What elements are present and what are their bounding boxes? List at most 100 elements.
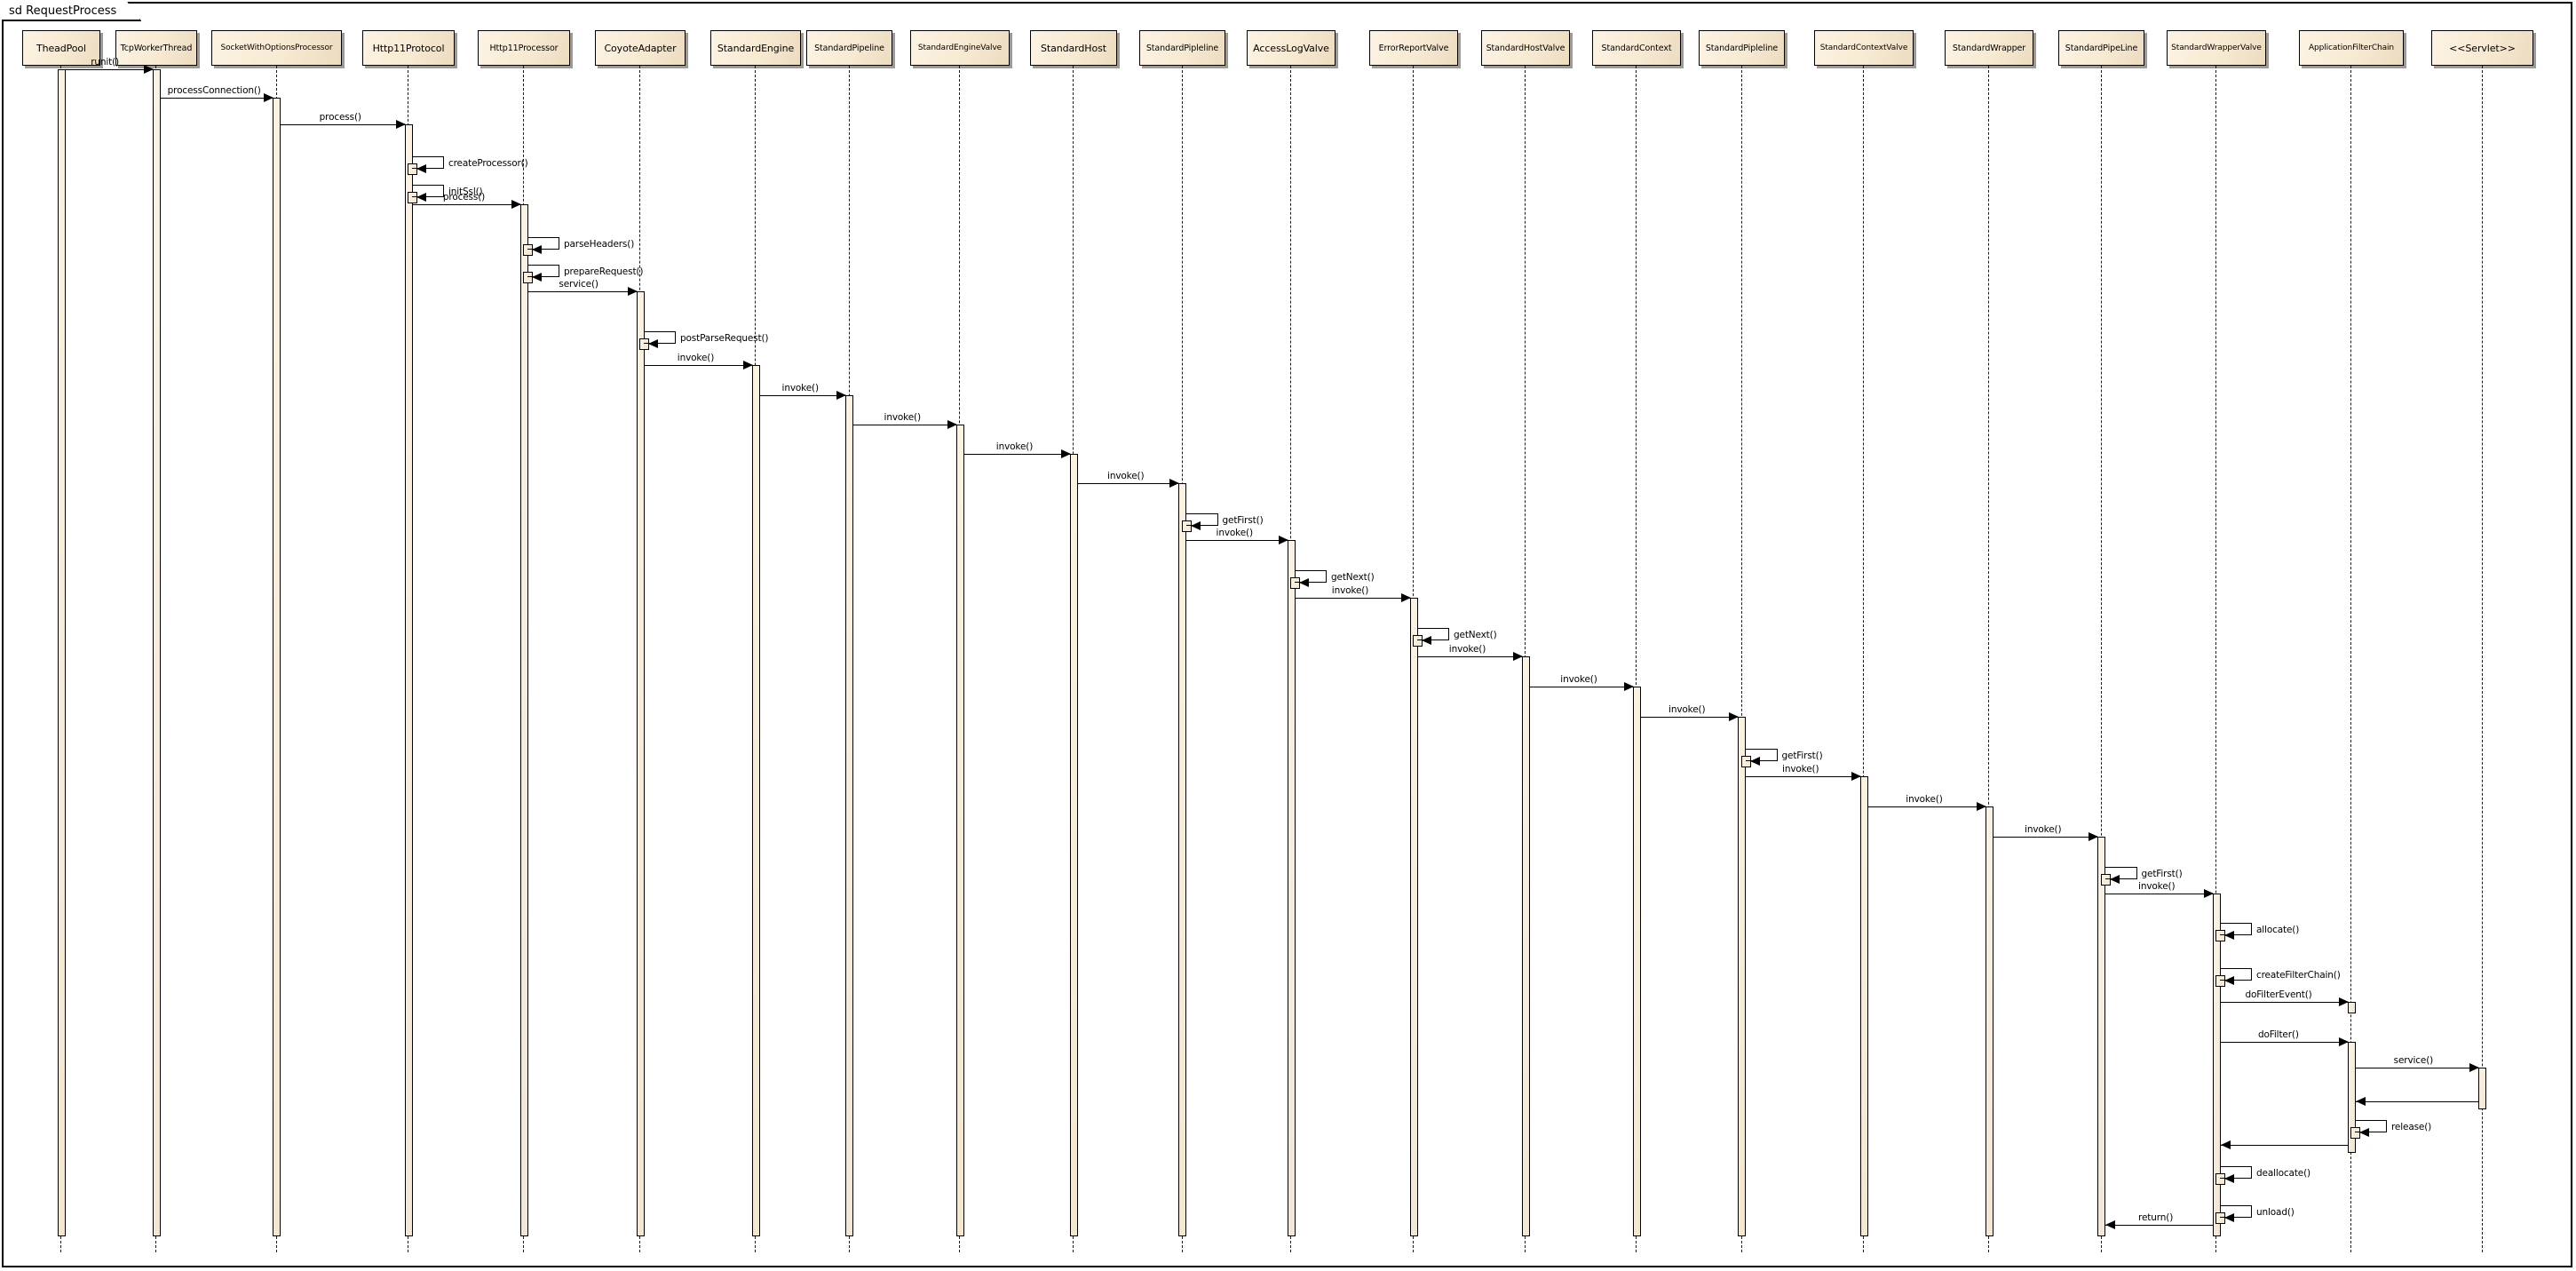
participant-stdenginevalve[interactable]: StandardEngineValve xyxy=(910,30,1010,66)
participant-stdhost[interactable]: StandardHost xyxy=(1030,30,1117,66)
activation-errorreport xyxy=(1409,598,1418,1236)
activation-stdpipleline2 xyxy=(1178,483,1186,1236)
message-line-m40 xyxy=(2105,1225,2213,1227)
arrowhead-m39 xyxy=(2224,1212,2234,1222)
participant-stdwrapper[interactable]: StandardWrapper xyxy=(1945,30,2033,66)
activation-stdwrapper xyxy=(1985,806,1993,1236)
participant-stdcontextvalve[interactable]: StandardContextValve xyxy=(1814,30,1914,66)
self-call-m7 xyxy=(527,236,559,250)
message-label-m28: getFirst() xyxy=(2141,868,2183,879)
participant-stdwrappervalve[interactable]: StandardWrapperValve xyxy=(2167,30,2266,66)
message-label-m21: invoke() xyxy=(1448,643,1486,655)
message-label-m33: doFilter() xyxy=(2258,1029,2299,1040)
self-call-m5 xyxy=(412,184,444,197)
activation-threadpool xyxy=(57,69,66,1236)
message-label-m32: doFilterEvent() xyxy=(2245,989,2312,1001)
participant-http11proc[interactable]: Http11Processor xyxy=(478,30,570,66)
participant-stdpipeline1[interactable]: StandardPipeline xyxy=(806,30,892,66)
arrowhead-m1 xyxy=(143,65,154,74)
participant-threadpool[interactable]: TheadPool xyxy=(22,30,100,66)
arrowhead-m29 xyxy=(2203,889,2214,899)
arrowhead-m10 xyxy=(648,339,658,349)
lifeline-stdcontext xyxy=(1636,66,1637,1252)
arrowhead-m5 xyxy=(416,192,426,202)
arrowhead-m31 xyxy=(2224,976,2234,986)
arrowhead-m14 xyxy=(1060,449,1071,459)
arrowhead-m22 xyxy=(1623,681,1634,691)
arrowhead-m34 xyxy=(2469,1063,2479,1073)
participant-errorreport[interactable]: ErrorReportValve xyxy=(1369,30,1458,66)
self-call-m18 xyxy=(1295,569,1327,583)
activation-stdcontext xyxy=(1632,686,1641,1236)
activation-http11proto xyxy=(404,123,413,1236)
message-label-m40: return() xyxy=(2138,1212,2174,1224)
participant-stdcontext[interactable]: StandardContext xyxy=(1592,30,1681,66)
message-label-m29: invoke() xyxy=(2138,881,2176,893)
arrowhead-m32 xyxy=(2338,997,2349,1007)
message-label-m36: release() xyxy=(2391,1122,2432,1133)
message-label-m22: invoke() xyxy=(1560,673,1597,685)
arrowhead-m19 xyxy=(1400,593,1411,602)
participant-stdpipeline4[interactable]: StandardPipeLine xyxy=(2058,30,2144,66)
self-call-m28 xyxy=(2104,866,2137,879)
arrowhead-m9 xyxy=(627,287,638,297)
message-line-m35 xyxy=(2355,1101,2478,1103)
arrowhead-m17 xyxy=(1278,536,1288,545)
arrowhead-m2 xyxy=(264,93,273,103)
message-label-m1: runit() xyxy=(91,57,119,68)
arrowhead-m28 xyxy=(2109,874,2120,884)
participant-tcpworker[interactable]: TcpWorkerThread xyxy=(115,30,197,66)
message-label-m23: invoke() xyxy=(1668,704,1706,716)
message-label-m2: processConnection() xyxy=(167,85,261,97)
message-label-m26: invoke() xyxy=(1906,794,1943,806)
self-call-m38 xyxy=(2220,1165,2252,1179)
self-call-m31 xyxy=(2220,968,2252,981)
activation-stdcontextvalve xyxy=(1859,775,1868,1236)
lifeline-stdcontextvalve xyxy=(1863,66,1865,1252)
activation-stdhostvalve xyxy=(1521,655,1530,1236)
message-label-m34: service() xyxy=(2393,1055,2434,1067)
self-call-m8 xyxy=(527,264,559,277)
message-label-m9: service() xyxy=(559,279,598,290)
message-label-m20: getNext() xyxy=(1454,630,1497,641)
self-call-m16 xyxy=(1185,512,1218,526)
arrowhead-m13 xyxy=(947,419,957,429)
arrowhead-m15 xyxy=(1169,479,1179,489)
message-label-m12: invoke() xyxy=(781,382,820,393)
message-line-m33 xyxy=(2220,1041,2348,1043)
participant-coyote[interactable]: CoyoteAdapter xyxy=(595,30,686,66)
participant-servlet[interactable]: <<Servlet>> xyxy=(2431,30,2533,66)
message-label-m19: invoke() xyxy=(1331,585,1369,596)
activation-stdpipeline4 xyxy=(2097,837,2105,1236)
activation-appfilterchain-2 xyxy=(2347,1041,2356,1154)
participant-http11proto[interactable]: Http11Protocol xyxy=(362,30,455,66)
lifeline-stdpipeline4 xyxy=(2100,66,2102,1252)
arrowhead-m7 xyxy=(532,244,542,254)
message-label-m27: invoke() xyxy=(2025,824,2062,836)
participant-stdengine[interactable]: StandardEngine xyxy=(710,30,801,66)
participant-socketproc[interactable]: SocketWithOptionsProcessor xyxy=(211,30,342,66)
self-call-m24 xyxy=(1745,748,1778,761)
arrowhead-m38 xyxy=(2224,1173,2234,1183)
participant-stdpipleline3[interactable]: StandardPipleline xyxy=(1699,30,1785,66)
participant-stdpipleline2[interactable]: StandardPipleline xyxy=(1139,30,1225,66)
message-label-m18: getNext() xyxy=(1331,571,1375,583)
message-label-m25: invoke() xyxy=(1782,763,1819,775)
frame-label: sd RequestProcess xyxy=(2,2,141,21)
participant-appfilterchain[interactable]: ApplicationFilterChain xyxy=(2299,30,2404,66)
message-line-m23 xyxy=(1640,717,1738,719)
message-line-m17 xyxy=(1186,540,1288,542)
participant-accesslog[interactable]: AccessLogValve xyxy=(1247,30,1336,66)
self-call-m20 xyxy=(1417,628,1449,641)
self-call-m39 xyxy=(2220,1204,2252,1218)
lifeline-stdwrappervalve xyxy=(2215,66,2217,1252)
message-line-m6 xyxy=(412,204,520,206)
self-call-m36 xyxy=(2355,1120,2387,1133)
participant-stdhostvalve[interactable]: StandardHostValve xyxy=(1481,30,1570,66)
arrowhead-m37 xyxy=(2220,1140,2231,1149)
message-line-m14 xyxy=(963,454,1070,456)
arrowhead-m35 xyxy=(2355,1097,2366,1107)
message-line-m11 xyxy=(644,365,752,367)
